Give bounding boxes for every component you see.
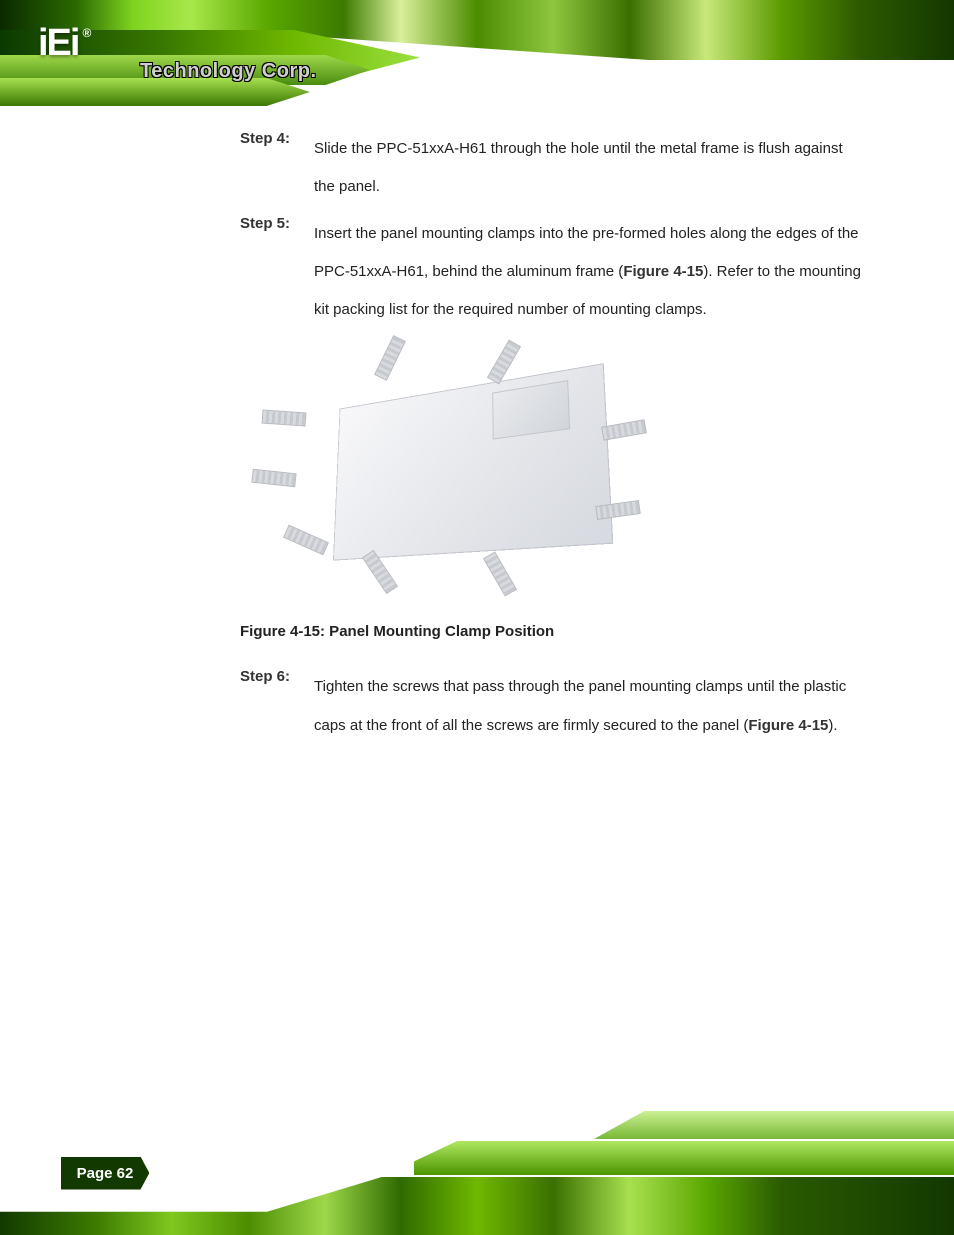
brand-logo: iEi ® <box>38 22 91 65</box>
clamp-icon <box>601 420 647 441</box>
step-row: Step 4: Slide the PPC-51xxA-H61 through … <box>240 130 864 207</box>
step-row: Step 5: Insert the panel mounting clamps… <box>240 215 864 330</box>
figure-caption: Figure 4-15: Panel Mounting Clamp Positi… <box>240 623 864 640</box>
trademark-icon: ® <box>82 26 91 40</box>
step-label: Step 6: <box>240 668 302 685</box>
clamp-icon <box>251 469 296 488</box>
page-footer: Page 62 <box>0 1095 954 1235</box>
clamp-icon <box>483 552 517 597</box>
device-panel-icon <box>333 363 613 561</box>
footer-chevron-2 <box>594 1111 954 1139</box>
clamp-icon <box>283 525 329 556</box>
figure-reference: Figure 4-15 <box>748 717 828 734</box>
step-text-after: ). <box>828 717 837 734</box>
page-number: Page 62 <box>61 1157 150 1190</box>
brand-logo-glyph: iEi <box>38 22 78 65</box>
page-number-box: Page 62 <box>60 1151 150 1195</box>
document-body: Step 4: Slide the PPC-51xxA-H61 through … <box>240 130 864 749</box>
clamp-icon <box>262 410 307 427</box>
step-text: Slide the PPC-51xxA-H61 through the hole… <box>314 130 864 207</box>
figure-reference: Figure 4-15 <box>623 263 703 280</box>
step-row: Step 6: Tighten the screws that pass thr… <box>240 668 864 745</box>
step-text-before: Slide the PPC-51xxA-H61 through the hole… <box>314 140 843 195</box>
footer-chevron-1 <box>414 1141 954 1175</box>
step-text: Insert the panel mounting clamps into th… <box>314 215 864 330</box>
figure-illustration <box>250 353 670 613</box>
brand-tagline: Technology Corp. <box>140 60 317 83</box>
step-label: Step 4: <box>240 130 302 147</box>
page-header: iEi ® Technology Corp. <box>0 0 954 120</box>
step-label: Step 5: <box>240 215 302 232</box>
clamp-icon <box>374 335 406 381</box>
step-text: Tighten the screws that pass through the… <box>314 668 864 745</box>
